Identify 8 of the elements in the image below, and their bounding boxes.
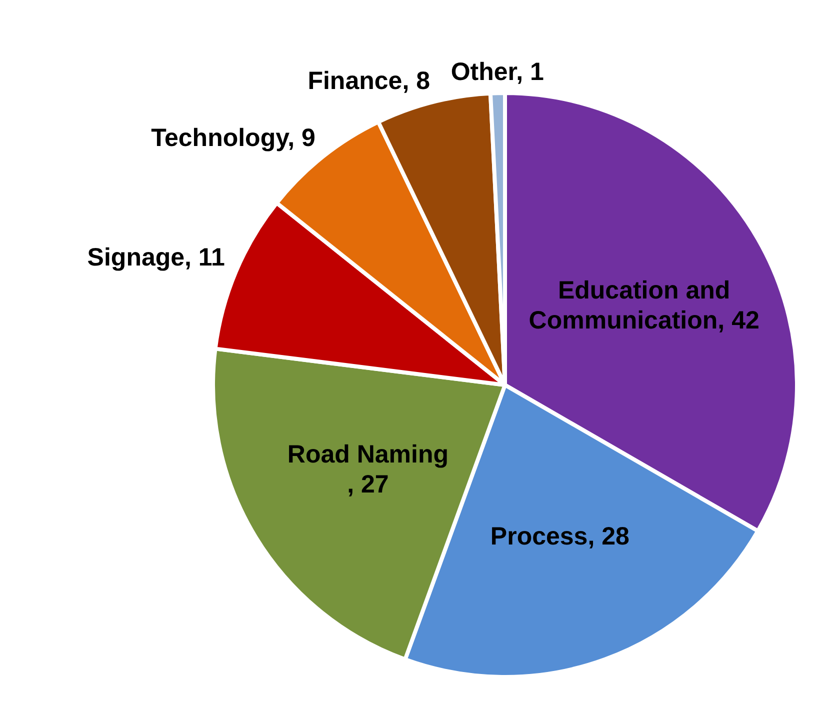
slice-label: Finance, 8 <box>308 67 430 96</box>
slice-label: Technology, 9 <box>151 124 316 152</box>
slice-label: Road Naming <box>287 440 449 468</box>
slice-label: Education and Communication, 42 <box>528 276 760 334</box>
slice-label: Process, 28 <box>490 522 630 551</box>
slice-label: Signage, 11 <box>87 244 225 272</box>
slice-label: Other, 1 <box>450 58 544 86</box>
data-label: , 27 <box>347 470 389 498</box>
